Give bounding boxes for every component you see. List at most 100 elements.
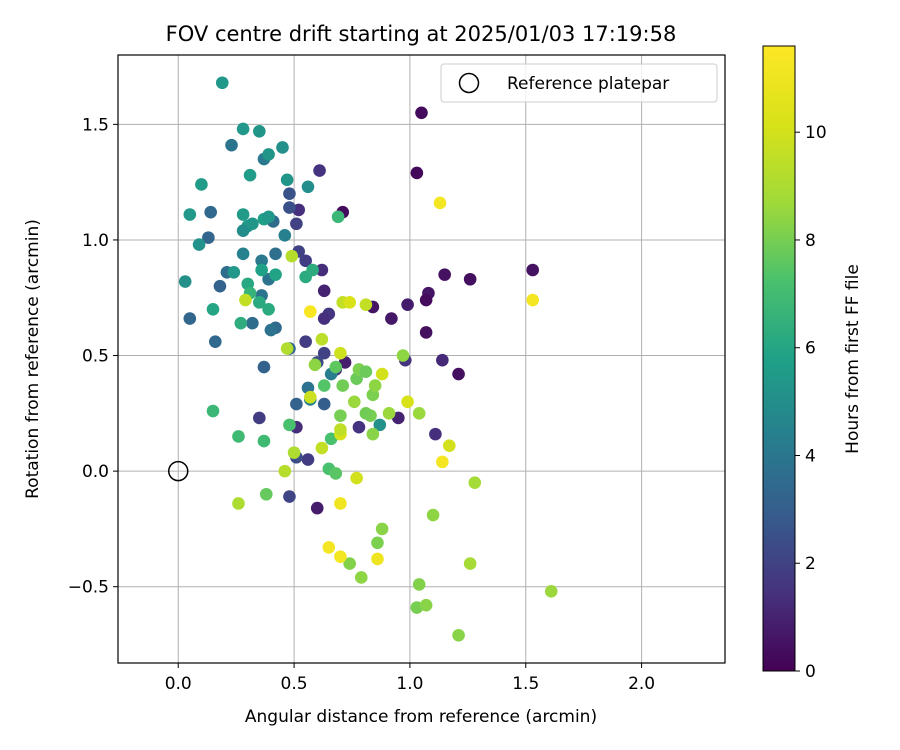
plot-frame	[117, 54, 726, 664]
scatter-point	[334, 423, 347, 436]
scatter-point	[329, 467, 343, 480]
scatter-point	[452, 367, 465, 381]
scatter-point	[303, 390, 317, 404]
scatter-point	[236, 208, 250, 221]
scatter-point	[227, 266, 241, 279]
scatter-point	[310, 501, 324, 515]
scatter-point	[236, 224, 250, 237]
scatter-point	[419, 598, 433, 612]
scatter-point	[313, 164, 326, 177]
scatter-point	[334, 497, 347, 510]
legend-entry-reference: Reference platepar	[507, 74, 669, 94]
scatter-point	[463, 557, 477, 570]
scatter-point	[317, 284, 331, 298]
scatter-point	[438, 268, 451, 281]
scatter-point	[375, 522, 389, 536]
colorbar-tick-label: 10	[805, 123, 827, 143]
scatter-point	[202, 231, 215, 244]
scatter-point	[415, 106, 428, 120]
scatter-point	[257, 434, 271, 448]
scatter-point	[299, 254, 312, 268]
scatter-point	[359, 365, 373, 379]
colorbar-label: Hours from first FF file	[843, 264, 863, 454]
scatter-point	[359, 298, 373, 311]
scatter-point	[452, 628, 465, 642]
scatter-point	[278, 464, 292, 478]
scatter-point	[436, 455, 449, 469]
chart-title: FOV centre drift starting at 2025/01/03 …	[166, 22, 677, 46]
scatter-point	[262, 302, 275, 316]
scatter-point	[526, 293, 540, 307]
scatter-point	[269, 247, 282, 261]
scatter-point	[290, 397, 303, 411]
colorbar-tick-label: 0	[805, 662, 816, 682]
scatter-point	[306, 263, 319, 277]
scatter-point	[366, 427, 380, 441]
scatter-point	[269, 268, 282, 281]
scatter-point	[463, 272, 477, 286]
scatter-point	[412, 578, 426, 591]
scatter-point	[426, 508, 440, 522]
x-tick-label: 0.5	[281, 674, 308, 694]
grid	[118, 55, 725, 663]
scatter-point	[412, 407, 426, 420]
scatter-point	[301, 453, 315, 466]
colorbar: 0 2 4 6 8 10 Hours from first FF file	[762, 45, 863, 682]
y-tick-label: −0.5	[68, 578, 109, 598]
scatter-point	[322, 541, 336, 554]
scatter-point	[280, 342, 294, 355]
y-tick-label: 1.5	[82, 115, 109, 135]
scatter-point	[255, 263, 268, 277]
colorbar-gradient	[762, 45, 796, 672]
scatter-point	[257, 360, 271, 374]
scatter-point	[375, 367, 389, 381]
x-axis-label: Angular distance from reference (arcmin)	[245, 707, 597, 727]
scatter-point	[371, 536, 384, 550]
scatter-point	[315, 441, 329, 455]
colorbar-tick-label: 6	[805, 339, 816, 359]
scatter-point	[336, 379, 350, 392]
colorbar-tick-label: 4	[805, 446, 816, 466]
scatter-point	[301, 180, 315, 194]
y-axis-label: Rotation from reference (arcmin)	[23, 219, 43, 499]
scatter-points	[178, 76, 558, 642]
scatter-point	[283, 418, 296, 432]
y-tick-label: 1.0	[82, 231, 109, 251]
scatter-point	[204, 205, 217, 219]
scatter-point	[436, 353, 449, 367]
scatter-point	[253, 296, 266, 309]
scatter-point	[246, 217, 259, 231]
scatter-point	[290, 217, 303, 231]
scatter-point	[234, 316, 248, 330]
scatter-point	[183, 312, 197, 325]
scatter-point	[195, 178, 208, 191]
scatter-point	[468, 476, 482, 489]
scatter-point	[308, 358, 322, 372]
scatter-point	[243, 168, 257, 182]
scatter-point	[343, 557, 356, 570]
scatter-point	[433, 196, 447, 210]
scatter-point	[236, 122, 250, 136]
scatter-point	[236, 247, 250, 261]
scatter-point	[278, 229, 292, 242]
scatter-point	[287, 446, 301, 459]
scatter-point	[334, 346, 347, 360]
scatter-point	[385, 312, 398, 325]
scatter-point	[315, 263, 329, 277]
scatter-point	[526, 263, 540, 277]
scatter-point	[354, 571, 368, 584]
scatter-point	[213, 279, 227, 293]
scatter-point	[299, 335, 312, 348]
colorbar-tick-label: 8	[805, 231, 816, 251]
scatter-point	[410, 166, 424, 180]
scatter-point	[206, 404, 220, 418]
scatter-point	[348, 395, 361, 409]
scatter-point	[368, 379, 382, 392]
scatter-point	[283, 187, 296, 201]
scatter-point	[239, 293, 252, 307]
scatter-point	[352, 420, 366, 434]
legend: Reference platepar	[440, 63, 718, 103]
scatter-point	[283, 490, 296, 503]
legend-marker-reference	[458, 72, 480, 94]
